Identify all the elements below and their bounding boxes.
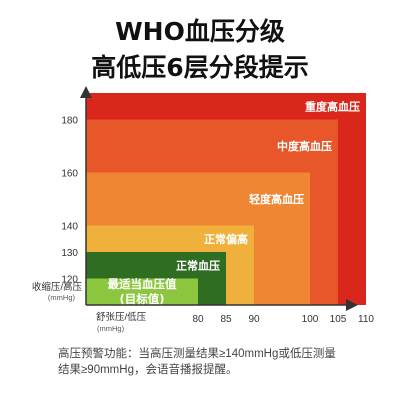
- y-tick-label: 140: [61, 222, 78, 233]
- chart-title: WHO血压分级: [115, 17, 285, 46]
- x-tick-label: 85: [220, 314, 232, 325]
- y-tick-label: 180: [61, 116, 78, 127]
- x-tick-label: 90: [248, 314, 260, 325]
- y-tick-label: 130: [61, 248, 78, 259]
- x-axis-unit: (mmHg): [97, 324, 125, 333]
- zone-label-1: 中度高血压: [277, 139, 332, 153]
- y-axis-unit: (mmHg): [48, 293, 76, 302]
- y-tick-label: 160: [61, 169, 78, 180]
- zone-label-5: 最适当血压值(目标值): [108, 277, 177, 306]
- zone-label-0: 重度高血压: [305, 99, 360, 113]
- zone-5: [86, 278, 198, 305]
- x-tick-label: 110: [358, 314, 374, 325]
- warning-note: 高压预警功能：当高压测量结果≥140mmHg或低压测量 结果≥90mmHg，会语…: [58, 346, 378, 378]
- chart-subtitle: 高低压6层分段提示: [91, 53, 309, 82]
- y-axis-label: 收缩压/高压: [32, 281, 83, 293]
- ticks-layer: 120 130 140 160 180 80 85 90 100 105 110: [61, 116, 374, 326]
- zone-label-2: 轻度高血压: [249, 192, 304, 206]
- x-axis-label: 舒张压/低压: [96, 311, 147, 323]
- zone-label-3: 正常偏高: [204, 232, 248, 246]
- zones-layer: [86, 93, 366, 305]
- y-tick-label: 120: [61, 275, 78, 286]
- zone-label-4: 正常血压: [176, 258, 220, 272]
- note-line-1: 高压预警功能：当高压测量结果≥140mmHg或低压测量: [58, 348, 336, 360]
- x-tick-label: 100: [302, 314, 319, 325]
- note-line-2: 结果≥90mmHg，会语音播报提醒。: [58, 364, 238, 376]
- x-tick-label: 80: [192, 314, 204, 325]
- x-tick-label: 105: [330, 314, 347, 325]
